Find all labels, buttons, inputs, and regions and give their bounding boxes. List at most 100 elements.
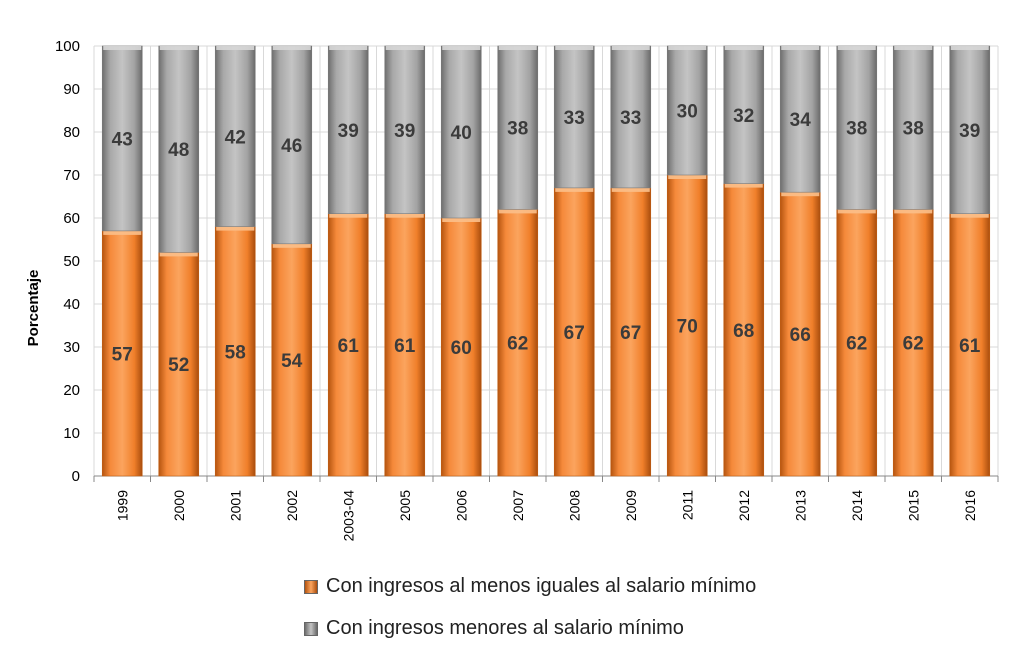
bar-top-cap [442, 46, 481, 50]
bar-orange [836, 209, 878, 477]
y-tick-label: 30 [63, 339, 80, 356]
legend-label-gray: Con ingresos menores al salario mínimo [326, 617, 684, 639]
bar-top-cap [894, 209, 933, 214]
bar-top-cap [216, 226, 255, 231]
legend-swatch-gray [304, 621, 318, 636]
data-label: 39 [338, 121, 359, 142]
y-tick-label: 40 [63, 296, 80, 313]
data-label: 61 [394, 336, 416, 357]
data-label: 33 [620, 108, 641, 129]
bar-top-cap [724, 183, 763, 188]
data-label: 48 [168, 140, 189, 161]
data-label: 57 [112, 344, 133, 365]
bar-top-cap [442, 218, 481, 222]
x-tick-label: 2014 [849, 490, 865, 521]
y-tick-label: 90 [63, 81, 80, 98]
bar-gray [158, 45, 200, 253]
data-label: 38 [507, 119, 528, 140]
bar-top-cap [216, 46, 255, 50]
x-tick-label: 2008 [566, 490, 582, 521]
x-tick-label: 2013 [792, 490, 808, 521]
bar-top-cap [498, 209, 537, 214]
x-tick-label: 2001 [227, 490, 243, 521]
bar-gray [836, 45, 878, 210]
bar-top-cap [385, 46, 424, 50]
bar-gray [271, 45, 313, 245]
stacked-bar-chart: 57 43 52 48 58 42 54 46 61 39 61 39 60 40 62 38 67 33 67 33… [25, 38, 999, 542]
y-axis-ticks: 0 10 20 30 40 50 60 70 80 90 100 [55, 38, 80, 485]
y-tick-label: 80 [63, 124, 80, 141]
bar-top-cap [159, 46, 198, 50]
x-tick-label: 2000 [171, 490, 187, 521]
data-label: 58 [225, 342, 246, 363]
bar-top-cap [781, 46, 820, 50]
bar-top-cap [555, 187, 594, 192]
bar-top-cap [837, 209, 876, 214]
y-tick-label: 50 [63, 253, 80, 270]
bar-orange [666, 174, 708, 477]
y-tick-label: 70 [63, 167, 80, 184]
bar-orange [440, 217, 482, 477]
bar-top-cap [329, 213, 368, 218]
x-tick-label: 2016 [962, 490, 978, 521]
bar-gray [949, 45, 991, 214]
bar-orange [327, 213, 369, 477]
bar-gray [101, 45, 143, 232]
bar-orange [723, 183, 765, 477]
bar-gray [327, 45, 369, 214]
legend-swatch-orange [304, 579, 318, 594]
bar-top-cap [329, 46, 368, 50]
bar-top-cap [611, 187, 650, 192]
y-tick-label: 0 [72, 468, 80, 485]
data-label: 68 [733, 321, 754, 342]
data-label: 34 [790, 110, 812, 131]
x-tick-label: 2015 [905, 490, 921, 521]
data-label: 62 [903, 334, 924, 355]
bar-orange [779, 191, 821, 477]
data-label: 30 [677, 102, 698, 123]
data-label: 66 [790, 325, 811, 346]
x-tick-label: 2009 [623, 490, 639, 521]
data-label: 70 [677, 317, 698, 338]
bar-top-cap [950, 213, 989, 218]
bar-gray [779, 45, 821, 193]
bar-gray [214, 45, 256, 227]
bar-top-cap [668, 175, 707, 179]
bar-orange [271, 243, 313, 477]
data-label: 54 [281, 351, 303, 372]
data-label: 33 [564, 108, 585, 129]
bar-top-cap [272, 46, 311, 50]
bar-gray [440, 45, 482, 219]
data-label: 67 [620, 323, 641, 344]
data-label: 38 [903, 119, 924, 140]
x-tick-label: 2007 [510, 490, 526, 521]
x-axis-ticks: 1999 2000 2001 2002 2003-04 2005 2006 2007 2008 2… [114, 490, 978, 542]
bar-top-cap [103, 230, 142, 235]
bar-orange [384, 213, 426, 477]
bar-gray [723, 45, 765, 184]
x-tick-label: 2003-04 [340, 490, 356, 542]
bar-gray [892, 45, 934, 210]
legend-item-gray: Con ingresos menores al salario mínimo [304, 617, 684, 640]
x-tick-label: 2005 [397, 490, 413, 521]
data-label: 61 [338, 336, 360, 357]
legend-label-orange: Con ingresos al menos iguales al salario… [326, 575, 757, 597]
y-tick-label: 60 [63, 210, 80, 227]
legend-item-orange: Con ingresos al menos iguales al salario… [304, 575, 756, 598]
x-tick-label: 2002 [284, 490, 300, 521]
bar-gray [497, 45, 539, 210]
y-tick-label: 20 [63, 382, 80, 399]
x-tick-label: 2011 [679, 490, 695, 520]
bar-orange [158, 252, 200, 477]
data-label: 42 [225, 127, 246, 148]
data-label: 39 [959, 121, 980, 142]
data-label: 40 [451, 123, 472, 144]
bar-top-cap [837, 46, 876, 50]
data-label: 61 [959, 336, 981, 357]
y-tick-label: 10 [63, 425, 80, 442]
bar-orange [892, 209, 934, 477]
bar-top-cap [498, 46, 537, 50]
bar-gray [384, 45, 426, 214]
bar-orange [553, 187, 595, 477]
bar-top-cap [724, 46, 763, 50]
